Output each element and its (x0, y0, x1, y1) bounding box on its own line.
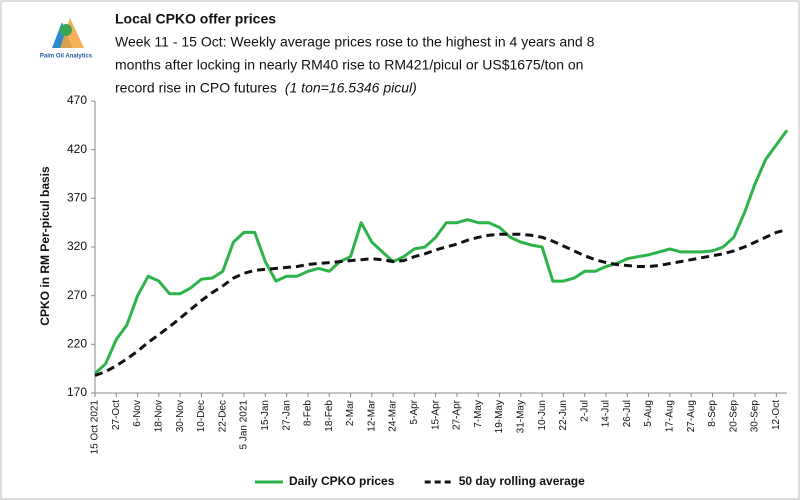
x-tick-label: 26-Jul (622, 400, 633, 427)
legend-label: Daily CPKO prices (289, 474, 395, 488)
y-tick-label: 170 (67, 385, 87, 399)
x-tick-label: 27-Oct (111, 400, 122, 430)
y-tick-label: 470 (67, 93, 87, 107)
y-tick-label: 320 (67, 239, 87, 253)
note: (1 ton=16.5346 picul) (285, 80, 417, 96)
subtitle: Week 11 - 15 Oct: Weekly average prices … (115, 34, 595, 50)
logo: Palm Oil Analytics (40, 18, 93, 60)
x-tick-label: 5-Aug (643, 400, 654, 427)
x-tick-label: 10-Dec (196, 400, 207, 432)
x-tick-label: 24-Mar (388, 399, 399, 431)
chart-title: Local CPKO offer prices (115, 11, 276, 27)
x-tick-label: 5 Jan 2021 (239, 400, 250, 450)
legend-label: 50 day rolling average (459, 474, 585, 488)
x-tick-label: 27-Aug (686, 400, 697, 432)
y-tick-label: 420 (67, 142, 87, 156)
x-tick-label: 2-Mar (345, 399, 356, 426)
x-tick-label: 10-Jun (537, 400, 548, 431)
logo-text: Palm Oil Analytics (40, 54, 93, 60)
x-tick-label: 18-Feb (324, 400, 335, 432)
x-tick-label: 30-Sep (750, 400, 761, 433)
x-tick-label: 31-May (515, 400, 526, 433)
y-tick-label: 370 (67, 191, 87, 205)
x-tick-label: 5-Apr (409, 399, 420, 424)
y-tick-label: 220 (67, 337, 87, 351)
x-tick-label: 12-Mar (366, 399, 377, 431)
x-tick-label: 12-Oct (771, 400, 782, 430)
x-tick-label: 8-Sep (707, 400, 718, 427)
x-tick-label: 15 Oct 2021 (90, 400, 101, 455)
x-tick-label: 20-Sep (728, 400, 739, 433)
series-line (93, 129, 789, 375)
x-tick-label: 19-May (494, 400, 505, 433)
x-tick-label: 18-Nov (154, 400, 165, 432)
x-tick-label: 15-Jan (260, 400, 271, 431)
x-tick-label: 8-Feb (303, 400, 314, 427)
x-tick-label: 17-Aug (665, 400, 676, 432)
x-tick-label: 15-Apr (430, 399, 441, 430)
x-tick-label: 22-Dec (217, 400, 228, 432)
y-axis-label: CPKO in RM Per-picul basis (38, 166, 52, 326)
subtitle: months after locking in nearly RM40 rise… (115, 57, 583, 73)
x-tick-label: 22-Jun (558, 400, 569, 431)
subtitle: record rise in CPO futures (115, 80, 277, 96)
x-tick-label: 7-May (473, 400, 484, 428)
series-line (94, 228, 788, 377)
x-tick-label: 30-Nov (175, 400, 186, 432)
x-tick-label: 6-Nov (132, 400, 143, 427)
x-tick-label: 27-Jan (281, 400, 292, 431)
x-tick-label: 2-Jul (579, 400, 590, 422)
x-tick-label: 27-Apr (452, 399, 463, 430)
y-tick-label: 270 (67, 288, 87, 302)
x-tick-label: 14-Jul (601, 400, 612, 427)
